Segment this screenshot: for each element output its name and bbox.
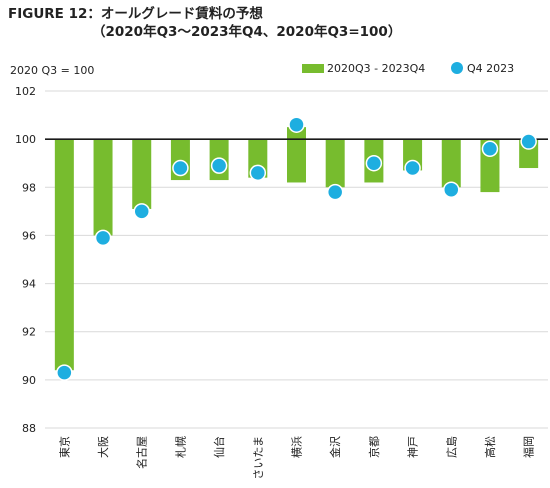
x-tick-label: 広島 xyxy=(444,436,458,458)
y-axis-label: 2020 Q3 = 100 xyxy=(10,64,94,77)
chart-subtitle: （2020年Q3～2023年Q4、2020年Q3=100） xyxy=(92,23,401,40)
x-tick-label: 東京 xyxy=(57,436,71,458)
y-tick-label: 96 xyxy=(22,229,36,242)
x-axis-ticks: 東京 大阪 名古屋 札幌 仙台 さいたま 横浜 金沢 京都 神戸 広島 高松 福岡 xyxy=(57,436,535,480)
q4-marker xyxy=(94,229,112,247)
y-axis-ticks: 88 90 92 94 96 98 100 102 xyxy=(15,85,36,435)
y-tick-label: 94 xyxy=(22,278,36,291)
q4-marker xyxy=(443,181,460,198)
y-tick-label: 90 xyxy=(22,374,36,387)
x-tick-label: 大阪 xyxy=(96,436,110,458)
q4-marker xyxy=(288,116,305,133)
x-tick-label: 横浜 xyxy=(290,436,304,458)
x-tick-label: 名古屋 xyxy=(135,436,149,469)
q4-marker xyxy=(172,159,189,177)
x-tick-label: 金沢 xyxy=(328,436,342,458)
chart-title: FIGURE 12：オールグレード賃料の予想 xyxy=(8,5,263,22)
range-bar xyxy=(325,139,345,188)
legend-label-range: 2020Q3 - 2023Q4 xyxy=(327,62,425,75)
q4-marker xyxy=(404,159,421,177)
legend: 2020Q3 - 2023Q4 Q4 2023 xyxy=(302,62,514,75)
q4-marker xyxy=(56,364,73,381)
q4-markers xyxy=(56,116,537,381)
y-tick-label: 88 xyxy=(22,422,36,435)
x-tick-label: 神戸 xyxy=(406,436,420,458)
legend-swatch-range xyxy=(302,64,324,73)
legend-label-q4: Q4 2023 xyxy=(467,62,514,75)
x-tick-label: 高松 xyxy=(483,436,497,458)
y-tick-label: 92 xyxy=(22,326,36,339)
legend-marker-q4 xyxy=(451,62,463,74)
x-tick-label: 福岡 xyxy=(522,436,536,458)
q4-marker xyxy=(365,154,383,172)
q4-marker xyxy=(210,157,228,174)
q4-marker xyxy=(133,203,150,220)
y-tick-label: 100 xyxy=(15,133,36,146)
x-tick-label: 仙台 xyxy=(212,436,226,458)
range-bar xyxy=(132,139,152,209)
y-tick-label: 102 xyxy=(15,85,36,98)
q4-marker xyxy=(249,164,267,182)
x-tick-label: さいたま xyxy=(252,436,265,480)
range-bar xyxy=(441,139,461,188)
range-bars xyxy=(54,127,539,371)
q4-marker xyxy=(481,140,499,158)
q4-marker xyxy=(520,133,537,150)
y-tick-label: 98 xyxy=(22,181,36,194)
q4-marker xyxy=(326,183,344,201)
x-tick-label: 札幌 xyxy=(173,436,187,458)
range-bar xyxy=(54,139,74,371)
range-bar xyxy=(93,139,113,236)
x-tick-label: 京都 xyxy=(367,436,381,458)
range-bar xyxy=(287,127,306,183)
